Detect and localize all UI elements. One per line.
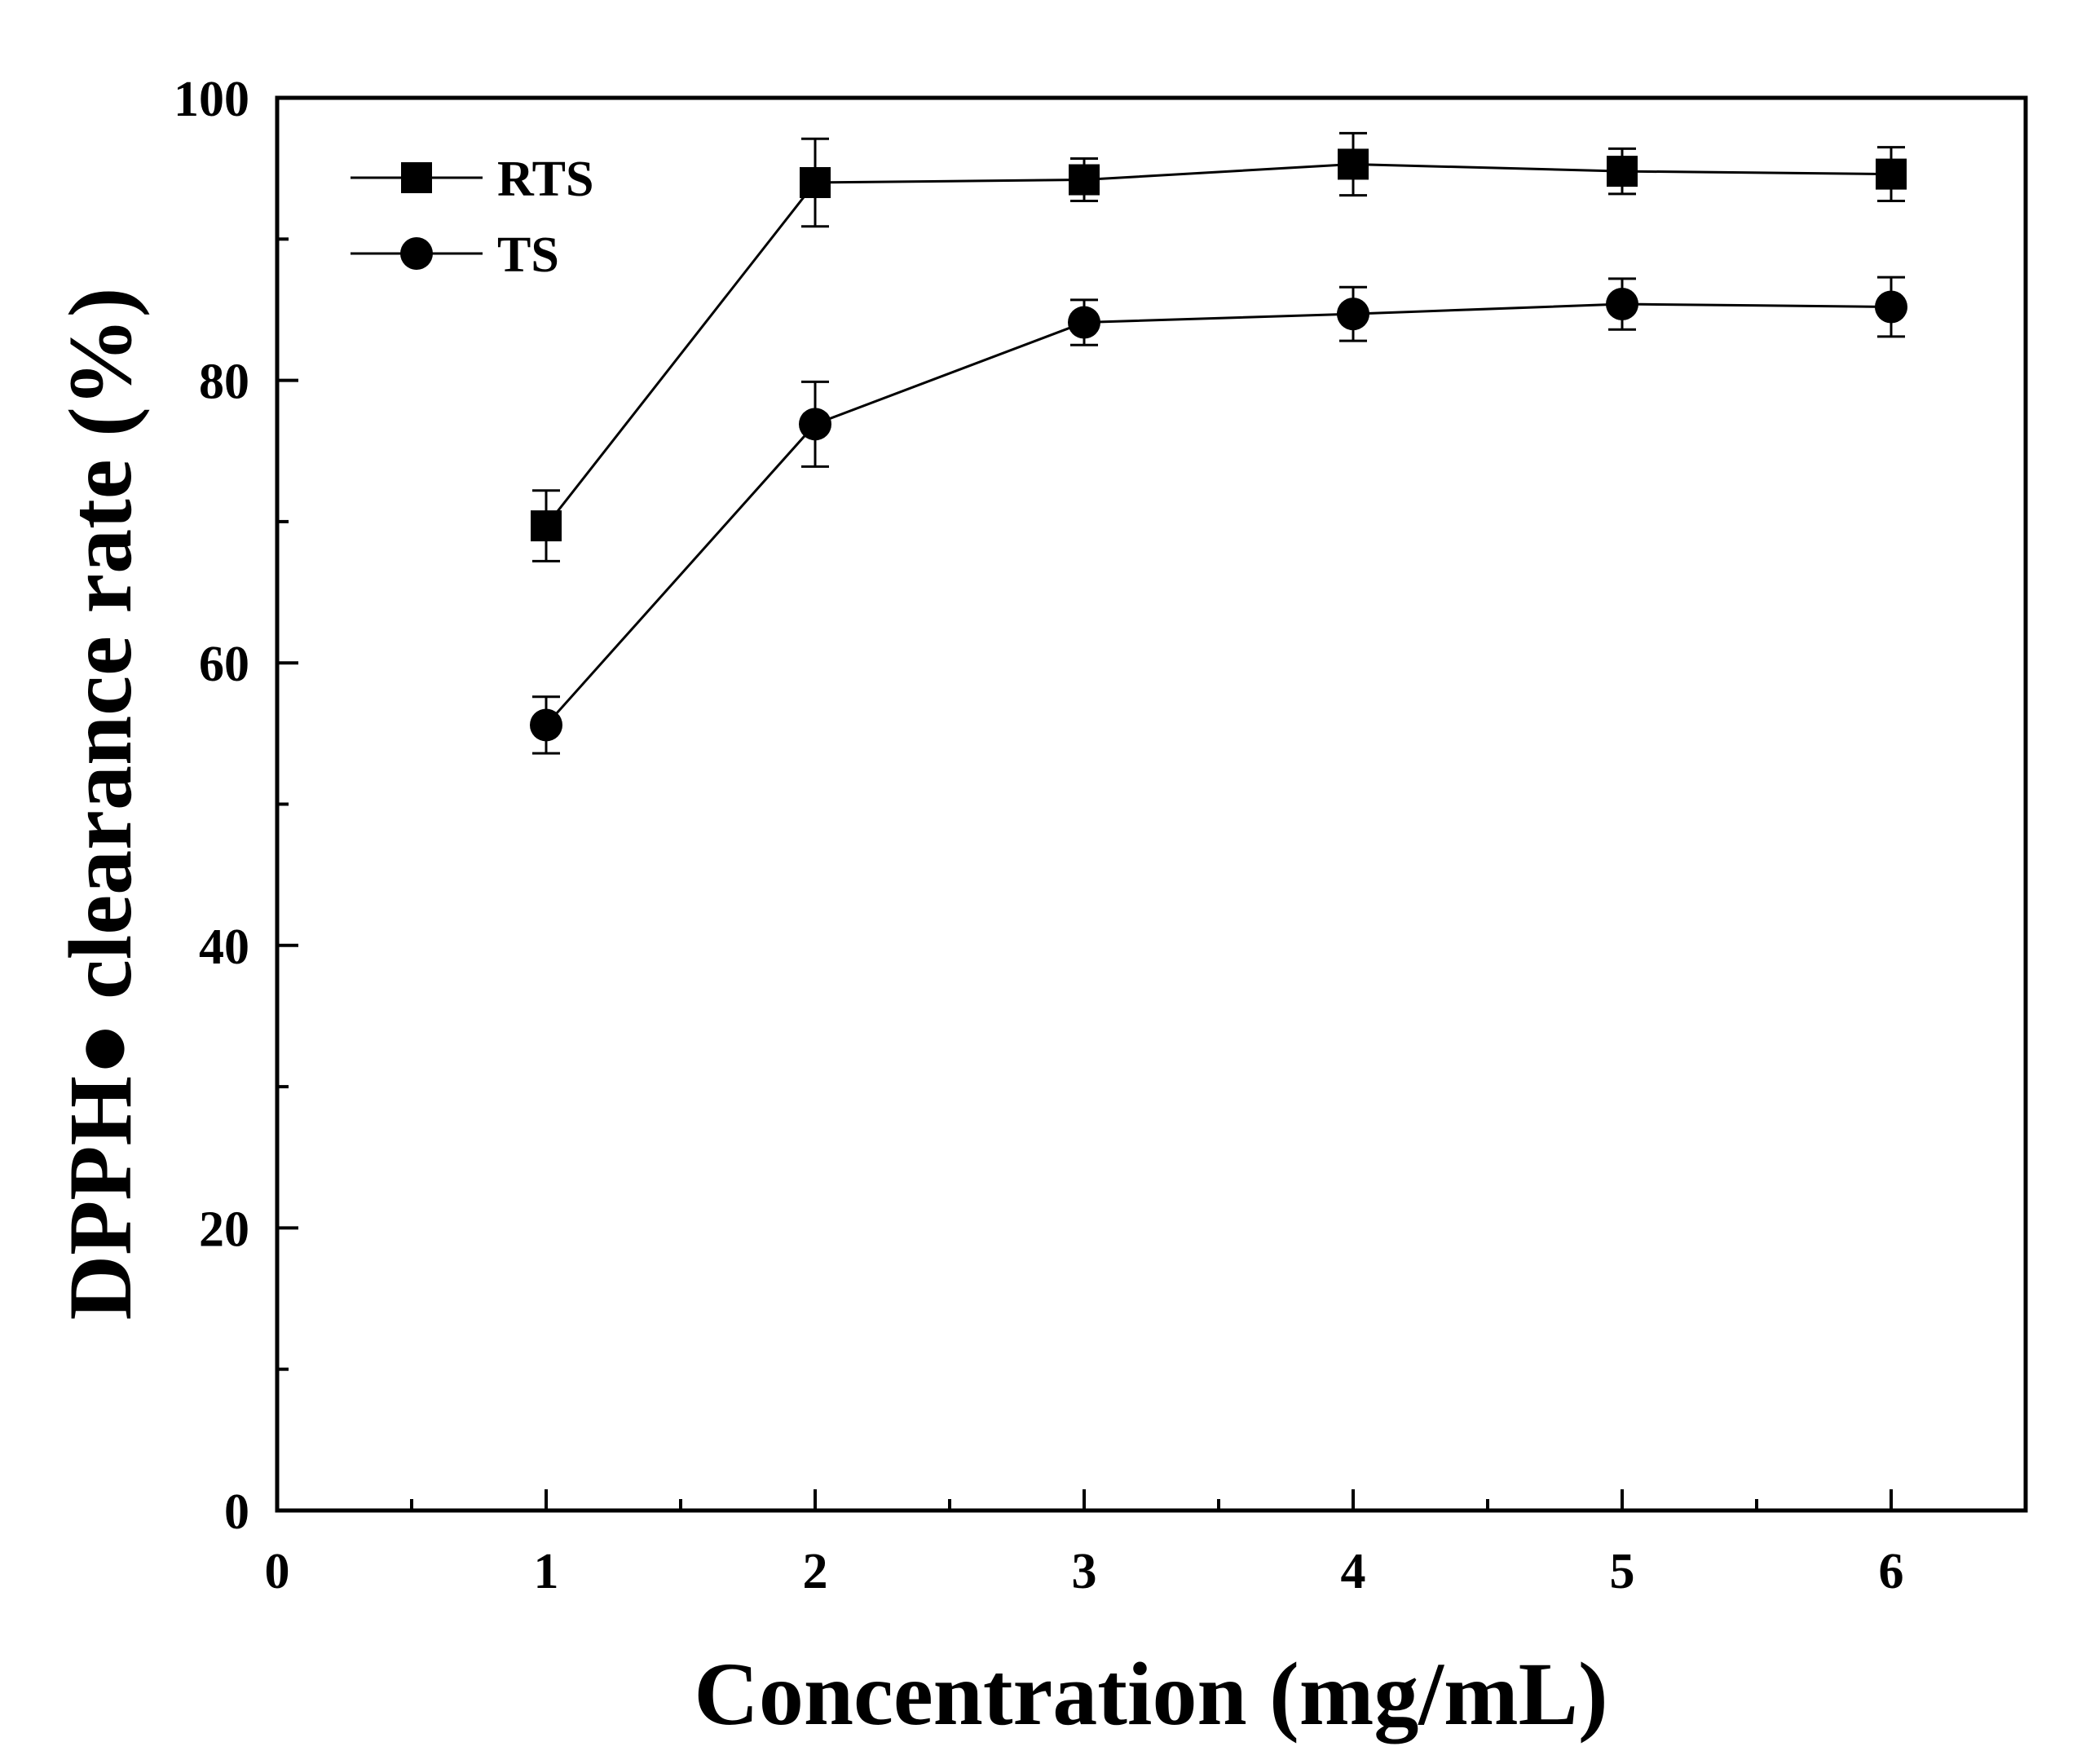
series-ts-point: [1606, 288, 1638, 321]
x-tick-label: 3: [1072, 1544, 1097, 1599]
x-tick-label: 1: [534, 1544, 559, 1599]
series-rts: [531, 131, 1907, 562]
y-axis-title: DPPH● clearance rate (%): [51, 288, 150, 1321]
series-ts-point: [1068, 306, 1100, 339]
y-axis-ticks: 0 20 40 60 80 100: [174, 72, 298, 1540]
series-ts-point: [799, 408, 831, 441]
legend: RTS TS: [351, 152, 593, 283]
x-axis-ticks: 0 1 2 3 4 5 6: [265, 1489, 1904, 1599]
y-tick-label: 40: [199, 919, 249, 975]
y-tick-label: 20: [199, 1202, 249, 1257]
series-ts-point: [1337, 298, 1369, 331]
series-rts-point: [1876, 158, 1907, 190]
series-rts-point: [1338, 148, 1369, 180]
legend-ts-marker: [400, 237, 433, 270]
series-rts-point: [531, 510, 562, 542]
x-tick-label: 0: [265, 1544, 290, 1599]
series-rts-point: [800, 166, 831, 198]
series-ts-line: [545, 302, 1892, 726]
y-tick-label: 60: [199, 637, 249, 692]
series-ts-point: [1875, 290, 1907, 324]
y-tick-label: 0: [224, 1484, 249, 1540]
plot-frame: [275, 95, 2028, 1513]
series-layer: [530, 131, 1907, 755]
series-rts-point: [1607, 156, 1638, 187]
y-tick-label: 100: [174, 72, 249, 127]
x-tick-label: 6: [1879, 1544, 1904, 1599]
legend-rts-marker: [401, 162, 432, 193]
x-axis-title: Concentration (mg/mL): [694, 1644, 1607, 1744]
series-ts-point: [530, 708, 562, 742]
legend-ts-label: TS: [497, 227, 559, 283]
series-rts-line: [545, 162, 1892, 527]
legend-rts-label: RTS: [497, 152, 593, 207]
y-tick-label: 80: [199, 355, 249, 410]
series-rts-point: [1069, 164, 1100, 196]
x-tick-label: 4: [1341, 1544, 1366, 1599]
series-ts: [530, 276, 1907, 755]
x-tick-label: 2: [803, 1544, 828, 1599]
x-tick-label: 5: [1610, 1544, 1635, 1599]
